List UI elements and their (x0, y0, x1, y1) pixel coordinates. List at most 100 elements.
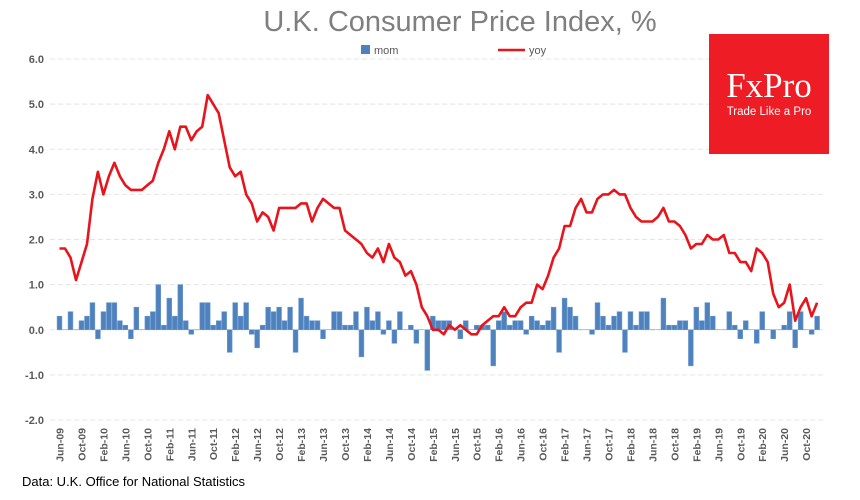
mom-bar (732, 324, 738, 331)
mom-bar (144, 315, 151, 331)
x-tick-label: Feb-19 (691, 428, 703, 462)
legend-mom-label: mom (374, 45, 398, 57)
x-tick-label: Oct-18 (669, 428, 681, 461)
mom-bar (561, 297, 568, 331)
mom-bar (786, 311, 793, 331)
y-tick-label: -2.0 (25, 415, 44, 427)
mom-bar (550, 306, 557, 331)
mom-bar (265, 306, 271, 331)
mom-bar (342, 324, 348, 331)
x-tick-label: Oct-12 (274, 428, 286, 461)
x-tick-label: Jun-12 (252, 428, 264, 462)
mom-bar (501, 311, 507, 331)
mom-bar (545, 320, 551, 331)
logo-name: FxPro (726, 66, 812, 105)
mom-bar (56, 315, 63, 331)
mom-bar (128, 329, 134, 340)
mom-bar (408, 324, 414, 331)
mom-bar (457, 329, 463, 340)
mom-bar (161, 324, 167, 331)
mom-bar (792, 329, 798, 349)
x-tick-label: Jun-14 (384, 428, 396, 462)
mom-bar (710, 315, 716, 331)
mom-bar (95, 329, 101, 340)
x-tick-label: Oct-09 (76, 428, 88, 461)
mom-bar (106, 302, 112, 331)
mom-bar (188, 329, 194, 335)
mom-bar (380, 329, 387, 335)
mom-bar (232, 302, 238, 331)
mom-bar (759, 311, 765, 331)
x-tick-label: Jun-09 (55, 428, 67, 462)
mom-bar (677, 320, 683, 331)
y-tick-label: 1.0 (29, 280, 44, 292)
mom-bar (248, 329, 255, 335)
x-tick-label: Oct-19 (735, 428, 747, 461)
mom-bar (276, 306, 282, 331)
y-tick-label: 6.0 (29, 54, 44, 66)
mom-bar (567, 306, 573, 331)
mom-bar (495, 320, 502, 331)
x-tick-label: Oct-13 (340, 428, 352, 461)
mom-bar (177, 284, 183, 331)
x-tick-label: Oct-14 (406, 428, 418, 461)
mom-bar (424, 329, 431, 371)
mom-bar (743, 320, 749, 331)
mom-bar (237, 315, 244, 331)
mom-bar (391, 329, 398, 344)
x-tick-label: Oct-17 (604, 428, 616, 461)
mom-bar (111, 302, 118, 331)
mom-bar (474, 324, 480, 331)
mom-bar (314, 320, 321, 331)
mom-bar (556, 329, 562, 353)
y-tick-label: 0.0 (29, 325, 44, 337)
mom-bar (589, 329, 595, 335)
mom-bar (353, 311, 359, 331)
x-tick-label: Jun-17 (582, 428, 594, 462)
x-tick-label: Jun-16 (516, 428, 528, 462)
x-tick-label: Feb-12 (230, 428, 242, 462)
y-tick-label: 4.0 (29, 144, 44, 156)
mom-bar (490, 329, 496, 367)
mom-bar (699, 320, 705, 331)
mom-bar (303, 315, 310, 331)
mom-bar (183, 320, 189, 331)
mom-bar (100, 311, 107, 331)
mom-bar (117, 320, 123, 331)
mom-bar (386, 320, 392, 331)
mom-bar (259, 324, 266, 331)
y-tick-label: 2.0 (29, 235, 44, 247)
mom-bar (770, 329, 776, 340)
mom-bar (84, 315, 90, 331)
mom-bar (737, 329, 743, 340)
mom-bar (133, 306, 140, 331)
mom-bar (600, 315, 606, 331)
mom-bar (627, 311, 634, 331)
mom-bar (210, 324, 216, 331)
x-tick-label: Feb-13 (296, 428, 308, 462)
x-tick-label: Jun-18 (647, 428, 659, 462)
x-tick-label: Jun-13 (318, 428, 330, 462)
mom-bar (369, 320, 376, 331)
mom-bar (506, 324, 513, 331)
mom-bar (364, 306, 370, 331)
mom-bar (572, 315, 579, 331)
x-tick-label: Feb-11 (164, 428, 176, 461)
mom-bar (254, 329, 260, 349)
x-tick-label: Oct-20 (801, 428, 813, 461)
mom-bar (78, 320, 85, 331)
mom-bar (216, 320, 222, 331)
mom-bar (122, 324, 129, 331)
mom-bar (523, 329, 529, 335)
mom-bar (441, 320, 447, 331)
mom-bar (808, 329, 815, 335)
y-tick-label: 3.0 (29, 189, 44, 201)
mom-bar (172, 315, 178, 331)
mom-bar (347, 324, 354, 331)
mom-bar (726, 311, 732, 331)
source-note: Data: U.K. Office for National Statistic… (22, 474, 246, 489)
fxpro-logo: FxPro Trade Like a Pro (709, 34, 829, 154)
mom-bar (666, 324, 672, 331)
mom-bar (644, 311, 650, 331)
